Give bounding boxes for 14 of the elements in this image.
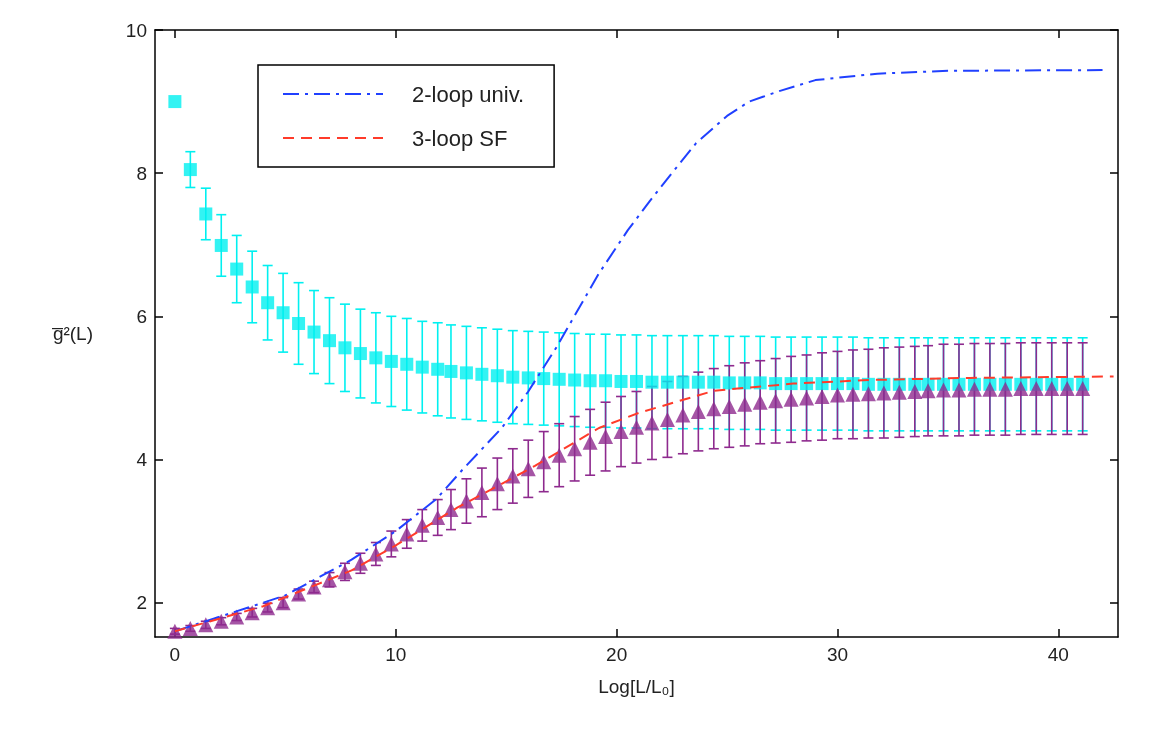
x-axis-title: Log[L/L₀] [598,676,675,697]
x-tick-label: 10 [385,644,407,665]
legend-label: 3-loop SF [412,125,508,151]
y-tick-label: 4 [136,448,148,470]
y-tick-label: 10 [125,19,147,41]
x-tick-label: 30 [826,644,849,665]
legend-label: 2-loop univ. [412,81,525,107]
x-tick-label: 0 [169,644,181,665]
x-tick-label: 40 [1047,644,1069,665]
y-tick-label: 6 [136,305,147,327]
x-tick-label: 20 [606,644,628,665]
y-axis-title: g̅²(L) [51,323,93,344]
y-tick-label: 8 [136,162,147,184]
y-tick-label: 2 [136,592,147,614]
